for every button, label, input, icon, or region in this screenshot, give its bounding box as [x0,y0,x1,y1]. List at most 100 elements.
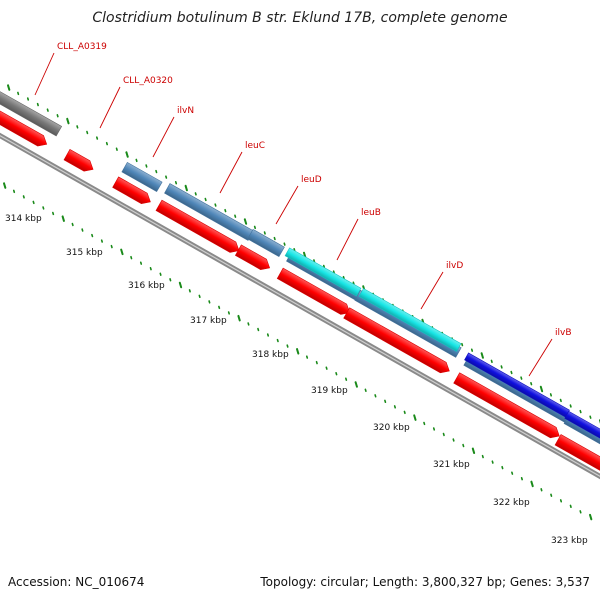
minor-tick [247,322,250,326]
major-tick [539,385,544,393]
accession-text: Accession: NC_010674 [8,575,145,589]
minor-tick [461,342,464,347]
minor-tick [135,158,138,163]
minor-tick [352,281,355,285]
gene-box-leud[interactable] [247,228,285,258]
minor-tick [22,195,25,199]
minor-tick [549,393,553,397]
minor-tick [257,327,260,332]
gene-box-ilvn[interactable] [121,161,163,193]
minor-tick [169,278,172,282]
minor-tick [540,488,543,492]
minor-tick [501,465,504,470]
cds-arrow-ilvb[interactable] [453,372,563,442]
scale-label-322-kbp: 322 kbp [493,498,530,508]
minor-tick [81,228,84,232]
minor-tick [345,377,348,381]
cds-arrow-leub[interactable] [276,267,353,318]
minor-tick [194,192,197,196]
major-tick [7,84,11,91]
cds-arrow-ilvd[interactable] [343,307,453,377]
minor-tick [115,147,118,151]
cds-arrow-next[interactable] [554,434,600,476]
gene-label-text: ilvD [446,261,463,271]
minor-tick [470,348,474,352]
minor-tick [530,381,533,386]
minor-tick [403,410,406,415]
minor-tick [52,211,55,216]
scale-label-317-kbp: 317 kbp [190,316,227,326]
label-leader-line [528,338,553,377]
gene-label-text: leuC [245,141,265,151]
cds-arrow-ilvn[interactable] [112,176,154,207]
minor-tick [12,189,16,194]
gene-label-text: ilvN [177,106,194,116]
minor-tick [342,275,345,280]
gene-label-leub[interactable]: leuB [336,208,381,261]
map-title: Clostridium botulinum B str. Eklund 17B,… [92,10,508,26]
minor-tick [218,305,221,310]
minor-tick [224,208,227,213]
minor-tick [579,409,582,414]
minor-tick [149,267,152,271]
major-tick [480,352,484,359]
upper-tick-row [7,84,600,424]
minor-tick [174,181,178,185]
gene-box-cll-a0319[interactable] [0,87,63,137]
cds-arrow-cll-a0320[interactable] [63,148,96,174]
major-tick [296,348,300,355]
cds-arrow-leuc[interactable] [155,199,242,256]
minor-tick [432,427,436,431]
major-tick [184,184,188,192]
gene-label-cll_a0320[interactable]: CLL_A0320 [99,76,173,129]
label-leader-line [420,271,444,310]
label-leader-line [275,185,299,225]
minor-tick [130,255,133,260]
minor-tick [159,272,162,276]
gene-label-ilvd[interactable]: ilvD [420,261,463,310]
scale-label-321-kbp: 321 kbp [433,460,470,470]
minor-tick [253,225,257,230]
minor-tick [198,294,201,299]
minor-tick [227,311,230,315]
minor-tick [105,141,109,146]
minor-tick [423,421,426,426]
minor-tick [305,355,309,359]
label-leader-line [34,52,55,96]
gene-box-leuc[interactable] [164,183,254,241]
gene-label-ilvb[interactable]: ilvB [528,328,572,377]
scale-tick-row [3,182,593,521]
minor-tick [263,231,266,235]
gene-label-text: leuD [301,175,322,185]
major-tick [61,215,65,222]
gene-label-leuc[interactable]: leuC [219,141,265,194]
label-leader-line [99,86,121,129]
gene-box-next-blue[interactable] [564,410,600,448]
minor-tick [520,476,523,481]
gene-label-leud[interactable]: leuD [275,175,322,225]
gene-label-ilvn[interactable]: ilvN [152,106,194,158]
major-tick [354,381,358,388]
minor-tick [313,259,316,263]
minor-tick [71,222,74,227]
cds-arrow-leud[interactable] [234,244,272,273]
minor-tick [110,244,113,249]
scale-label-318-kbp: 318 kbp [252,350,289,360]
minor-tick [293,248,296,252]
minor-tick [155,169,158,174]
gene-box-ilvd-cyan[interactable] [358,288,462,352]
scale-label-323-kbp: 323 kbp [551,536,588,546]
minor-tick [490,359,493,364]
label-leader-line [336,218,359,261]
gene-label-cll_a0319[interactable]: CLL_A0319 [34,42,107,96]
minor-tick [276,338,279,343]
genome-summary-text: Topology: circular; Length: 3,800,327 bp… [260,575,590,589]
minor-tick [491,460,494,464]
minor-tick [322,264,326,269]
scale-label-314-kbp: 314 kbp [5,214,42,224]
cds-arrow-cll-a0319[interactable] [0,106,50,150]
gene-box-leub-cyan[interactable] [284,247,362,297]
minor-tick [559,499,563,503]
major-tick [120,248,124,256]
